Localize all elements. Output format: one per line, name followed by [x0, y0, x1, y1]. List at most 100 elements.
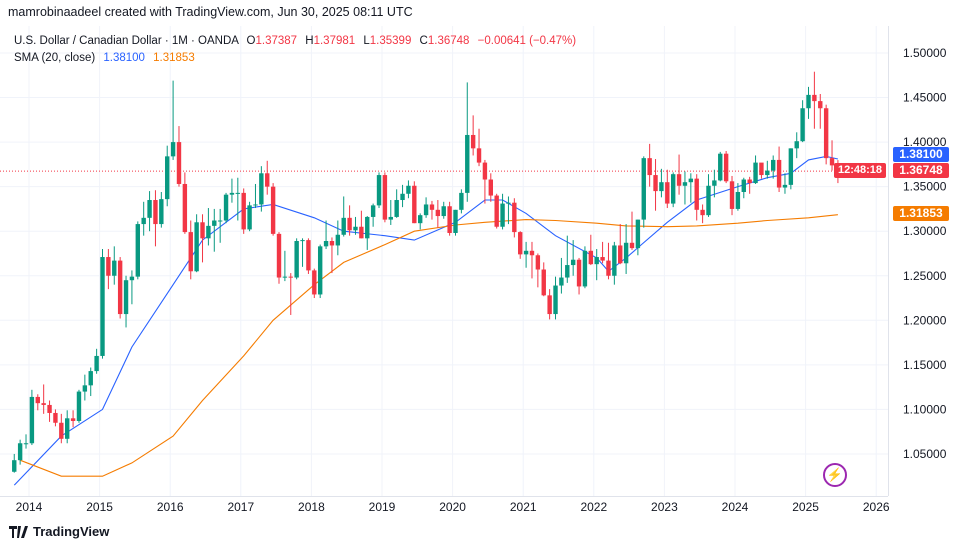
candle-body — [288, 276, 293, 278]
candle — [482, 159, 488, 204]
candle — [606, 242, 611, 280]
candle — [88, 367, 93, 397]
price-tick-label: 1.35000 — [903, 180, 947, 194]
candle-body — [700, 209, 705, 216]
candle-body — [818, 101, 823, 109]
candle-body — [553, 285, 558, 315]
symbol-legend-row[interactable]: U.S. Dollar / Canadian Dollar · 1M · OAN… — [14, 33, 576, 50]
candle-body — [794, 141, 799, 149]
candle — [794, 132, 799, 159]
candle-body — [106, 257, 111, 276]
candle-body — [329, 241, 335, 246]
candle — [535, 253, 541, 288]
candle — [147, 191, 152, 232]
candle — [159, 191, 164, 228]
candle-body — [512, 202, 517, 233]
candle-body — [529, 250, 535, 256]
candle — [106, 249, 111, 290]
high-label: H — [305, 35, 314, 47]
candle-body — [212, 220, 217, 226]
candle-body — [382, 175, 388, 220]
candles — [12, 71, 841, 473]
candle — [765, 160, 770, 179]
candle — [76, 389, 82, 423]
candle-body — [23, 443, 29, 445]
candle-body — [629, 242, 635, 249]
lightning-icon[interactable]: ⚡ — [823, 463, 847, 487]
candle-body — [682, 182, 688, 186]
symbol-title: U.S. Dollar / Canadian Dollar · 1M · OAN… — [14, 35, 239, 47]
candle — [194, 214, 199, 273]
candle-body — [482, 162, 488, 180]
candle — [812, 71, 817, 129]
candle-body — [82, 385, 88, 392]
candle-body — [729, 181, 735, 209]
candle-body — [618, 245, 623, 264]
candle — [453, 209, 458, 236]
candle-body — [588, 250, 594, 265]
candle — [706, 174, 711, 217]
candle — [323, 220, 329, 250]
candle-body — [470, 134, 476, 149]
candle — [635, 219, 641, 256]
candle — [141, 201, 146, 236]
candle — [170, 80, 176, 160]
candle-body — [123, 280, 129, 315]
candle — [317, 244, 323, 299]
candle-body — [676, 174, 682, 186]
sma-legend-row[interactable]: SMA (20, close) 1.38100 1.31853 — [14, 50, 576, 67]
candle — [406, 180, 411, 199]
candle — [553, 276, 558, 320]
candle-body — [718, 153, 723, 181]
candle-body — [653, 175, 658, 192]
candle — [823, 104, 829, 165]
candle — [588, 234, 594, 266]
candle-body — [12, 460, 17, 472]
low-label: L — [363, 35, 370, 47]
candle — [576, 257, 582, 295]
candle — [241, 188, 246, 234]
candle-body — [723, 153, 729, 182]
candle-body — [170, 142, 176, 157]
candle-body — [76, 391, 82, 421]
candle-body — [647, 158, 652, 176]
candle-body — [159, 199, 164, 225]
candle-body — [765, 170, 770, 176]
time-tick-label: 2018 — [298, 500, 325, 514]
price-chart[interactable]: 1.05000 1.10000 1.15000 1.20000 1.25000 1.300… — [0, 26, 967, 516]
time-tick-label: 2014 — [16, 500, 43, 514]
candle-body — [800, 108, 805, 142]
candle — [188, 220, 193, 280]
candle-body — [782, 184, 788, 188]
candle-body — [147, 200, 152, 218]
price-tick-label: 1.15000 — [903, 358, 947, 372]
candle-body — [753, 162, 758, 184]
candle-body — [359, 226, 364, 239]
candle — [653, 159, 658, 211]
candle-body — [506, 202, 511, 204]
candle — [741, 177, 746, 199]
candle-body — [59, 422, 64, 439]
candle-body — [376, 175, 382, 206]
candle — [123, 275, 129, 328]
footer-brand[interactable]: TradingView — [9, 524, 109, 539]
candle-body — [223, 194, 229, 221]
time-tick-label: 2026 — [863, 500, 890, 514]
candle — [235, 177, 241, 221]
candle — [70, 410, 76, 428]
grid — [0, 26, 889, 497]
time-tick-label: 2024 — [722, 500, 749, 514]
candle — [376, 172, 382, 209]
candle-body — [712, 180, 717, 186]
candle-body — [100, 257, 105, 356]
candle — [700, 204, 705, 224]
time-tick-label: 2017 — [227, 500, 254, 514]
price-axis-border — [888, 26, 889, 496]
candle-body — [135, 224, 140, 277]
candle-body — [600, 257, 605, 261]
candle-body — [153, 200, 158, 225]
sma-value-orange: 1.31853 — [153, 52, 195, 64]
candle-body — [535, 255, 541, 270]
candle — [753, 155, 758, 184]
candle-body — [447, 206, 452, 233]
